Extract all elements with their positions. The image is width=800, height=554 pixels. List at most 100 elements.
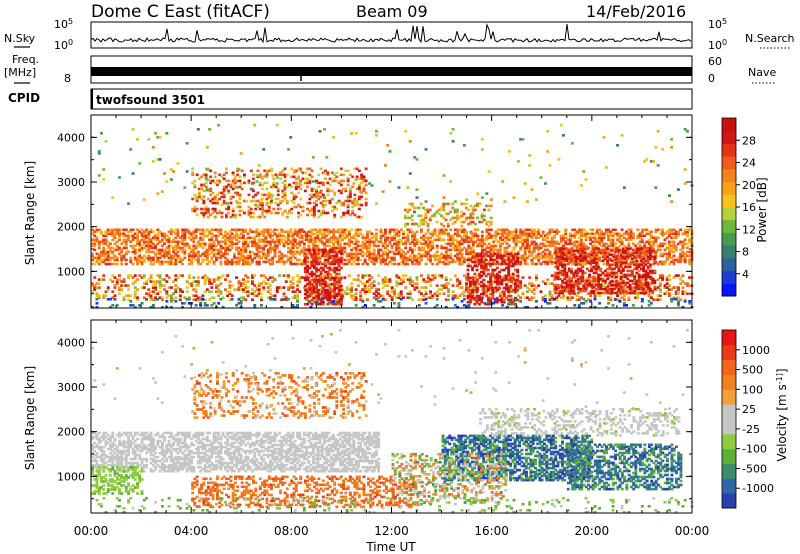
range-cell [476,258,480,262]
range-cell [665,236,669,240]
range-cell [634,244,638,248]
range-cell [668,230,671,234]
range-cell [530,232,534,236]
range-cell [670,230,674,234]
range-cell [361,240,365,244]
range-cell [372,292,376,295]
range-cell [255,234,259,238]
range-cell [253,256,257,260]
range-cell [384,260,387,264]
range-cell [562,294,565,297]
range-cell [287,246,290,250]
range-cell [176,242,180,246]
range-cell [246,290,250,293]
range-cell [136,248,139,252]
range-cell [174,260,178,264]
range-cell [537,232,541,236]
range-cell [652,236,656,240]
range-cell [269,234,272,238]
nsky-label: N.Sky [4,32,36,45]
range-cell [122,254,126,258]
range-cell [528,250,532,254]
range-cell [165,250,169,254]
range-cell [429,248,432,252]
range-cell [303,189,307,193]
range-cell [187,230,191,234]
range-cell [93,284,97,287]
range-cell [640,234,644,238]
range-cell [142,282,146,285]
range-cell [228,248,232,252]
range-cell [120,232,124,236]
range-cell [136,234,139,238]
range-cell [347,230,351,234]
range-cell [187,262,191,266]
range-cell [364,197,368,201]
range-cell [568,236,572,240]
range-cell [494,232,498,236]
range-cell [339,284,343,288]
range-cell [598,228,601,232]
range-cell [426,256,430,260]
range-cell [548,252,552,256]
range-cell [361,242,365,246]
range-cell [158,262,162,266]
range-cell [142,236,146,240]
range-cell [535,236,538,240]
range-cell [158,284,162,287]
range-cell [343,258,347,262]
range-cell [622,244,626,248]
range-cell [544,256,547,260]
range-cell [174,228,178,232]
range-cell [415,260,419,264]
range-cell [187,232,191,236]
range-cell [347,254,351,258]
range-cell [181,290,184,293]
range-cell [291,254,295,258]
range-cell [201,232,205,236]
range-cell [546,254,550,258]
range-cell [196,260,200,264]
range-cell [458,242,462,246]
range-cell [97,296,101,299]
range-cell [176,276,180,279]
range-cell [350,262,354,266]
range-cell [447,254,450,258]
range-cell [329,254,333,258]
range-cell [246,256,250,260]
range-cell [665,254,669,258]
range-cell [442,254,446,258]
range-cell [185,280,189,283]
range-cell [220,211,224,215]
range-cell [163,248,166,252]
range-cell [208,290,212,293]
range-cell [677,256,680,260]
range-cell [404,258,408,262]
range-cell [517,250,520,254]
range-cell [95,256,99,260]
range-cell [526,248,529,252]
range-cell [292,201,296,205]
range-cell [235,276,239,279]
range-cell [512,248,516,252]
range-cell [156,238,160,242]
range-cell [492,248,496,252]
range-cell [627,244,631,248]
range-cell [503,230,507,234]
range-cell [438,236,441,240]
range-cell [350,248,354,252]
range-cell [151,258,155,262]
range-cell [343,250,347,254]
range-cell [318,260,322,264]
range-cell [420,256,423,260]
range-cell [192,252,196,256]
range-cell [577,228,581,232]
range-cell [158,252,162,256]
range-cell [458,250,462,254]
range-cell [118,288,121,291]
range-cell [496,248,500,252]
range-cell [252,211,255,215]
range-cell [411,250,414,254]
range-cell [411,248,414,252]
range-cell [480,296,483,300]
